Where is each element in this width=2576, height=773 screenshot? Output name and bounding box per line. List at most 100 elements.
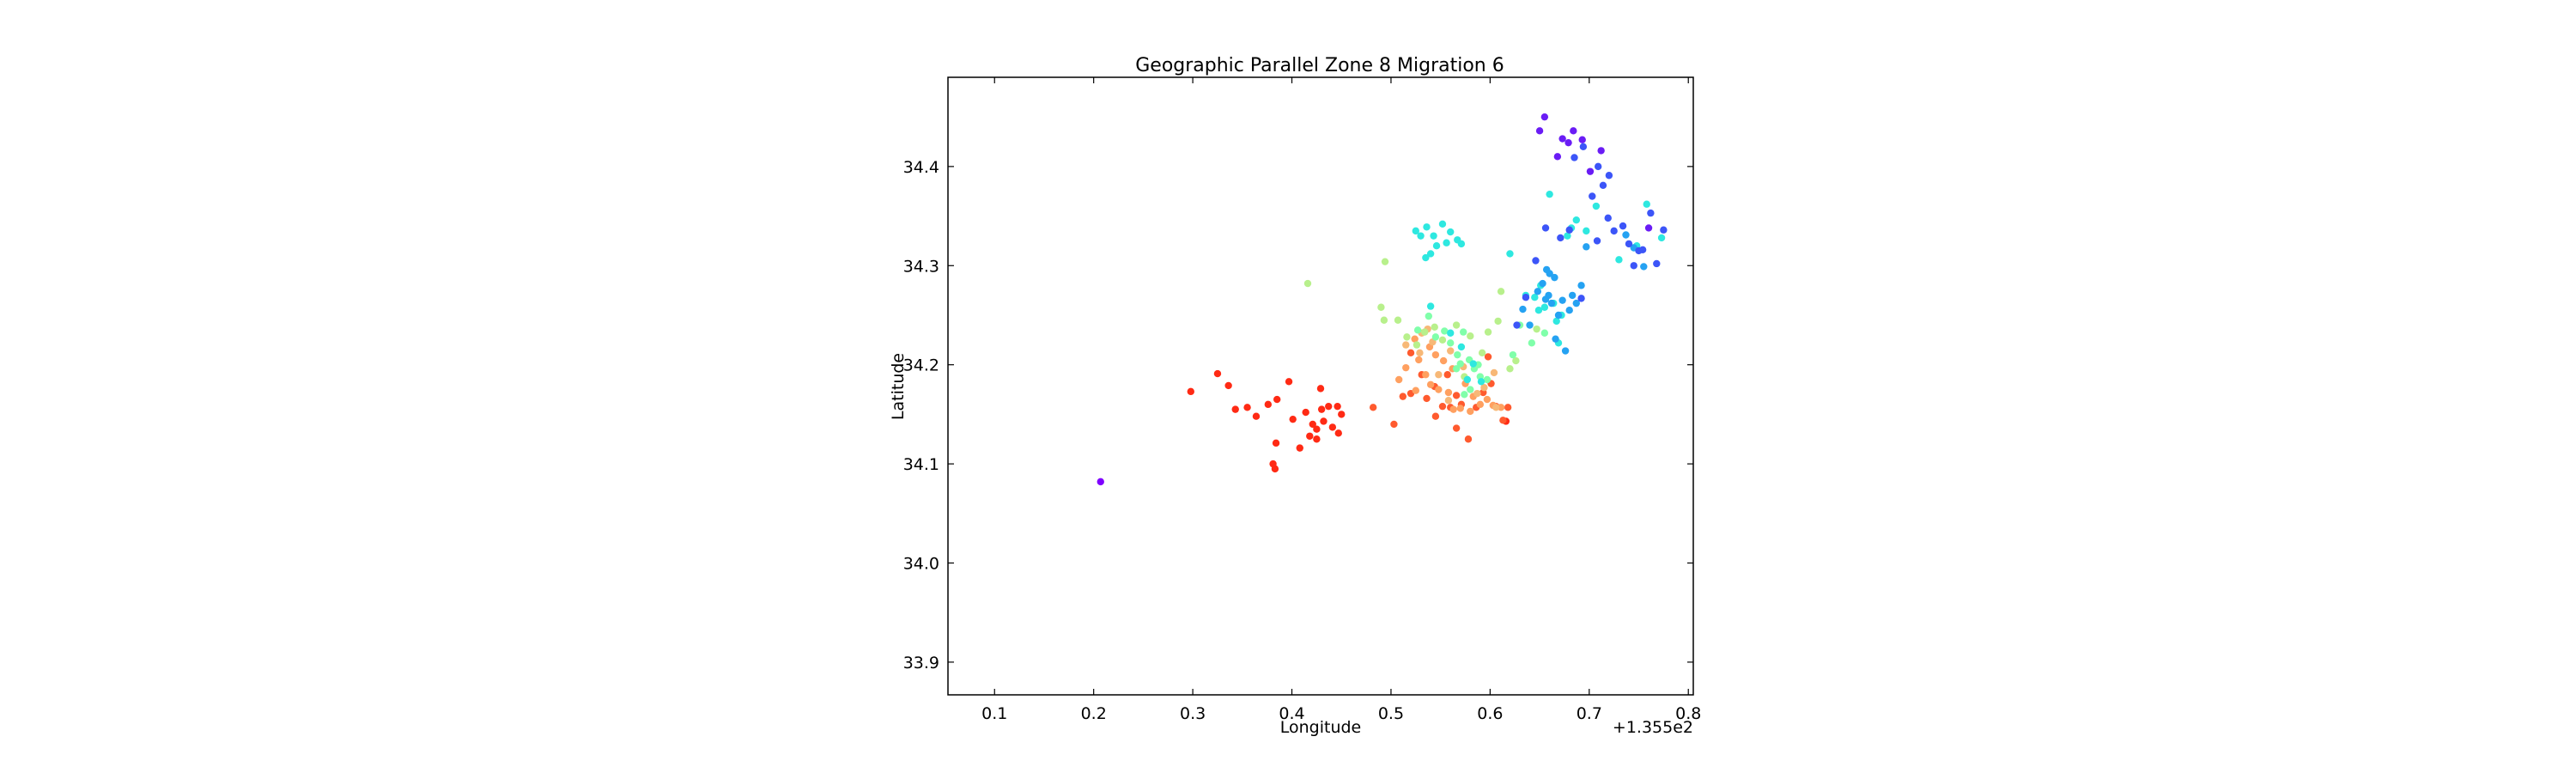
scatter-point [1552, 335, 1559, 343]
scatter-point [1565, 226, 1573, 234]
scatter-point [1431, 350, 1440, 359]
scatter-point [1539, 279, 1546, 288]
scatter-point [1568, 291, 1577, 300]
scatter-point [1231, 405, 1239, 413]
scatter-point [1594, 162, 1602, 171]
scatter-point [1435, 371, 1443, 379]
scatter-point [1532, 257, 1540, 265]
scatter-point [1302, 408, 1309, 417]
scatter-point [1561, 347, 1570, 355]
scatter-point [1558, 296, 1566, 304]
scatter-point [1425, 312, 1433, 320]
scatter-point [1592, 202, 1601, 210]
scatter-point [1449, 405, 1457, 413]
scatter-point [1535, 127, 1544, 135]
scatter-point [1438, 220, 1447, 228]
scatter-point [1467, 407, 1474, 416]
scatter-point [1456, 360, 1464, 368]
x-tick-label: 0.8 [1675, 704, 1701, 723]
scatter-point [1320, 417, 1327, 425]
scatter-point [1643, 200, 1650, 208]
scatter-point [1460, 328, 1467, 336]
y-tick-label: 33.9 [903, 654, 939, 673]
scatter-point [1477, 378, 1485, 386]
scatter-point [1438, 402, 1447, 411]
scatter-point [1402, 363, 1410, 372]
y-tick-label: 34.4 [903, 158, 939, 177]
scatter-point [1506, 365, 1514, 373]
scatter-point [1519, 305, 1527, 313]
scatter-point [1564, 232, 1571, 240]
scatter-point [1546, 190, 1553, 198]
scatter-point [1303, 279, 1312, 288]
scatter-point [1571, 154, 1578, 161]
scatter-point [1452, 365, 1461, 373]
scatter-point [1483, 395, 1492, 404]
scatter-point [1423, 394, 1431, 403]
scatter-point [1187, 387, 1194, 396]
scatter-point [1313, 425, 1321, 433]
scatter-point [1509, 350, 1517, 359]
scatter-point [1463, 375, 1472, 384]
scatter-point [1572, 299, 1580, 307]
scatter-point [1540, 329, 1549, 337]
scatter-point [1309, 420, 1316, 429]
scatter-point [1377, 303, 1385, 311]
scatter-point [1452, 321, 1461, 329]
axis-ticks: 0.1 0.2 0.3 0.4 0.5 0.6 0.7 0.8 33.9 34.0 34.1 34.2… [903, 77, 1701, 723]
scatter-point [1577, 282, 1585, 289]
y-tick-label: 34.0 [903, 555, 939, 574]
scatter-point [1546, 270, 1553, 277]
scatter-point [1338, 411, 1346, 418]
scatter-point [1264, 400, 1273, 409]
scatter-point [1473, 389, 1481, 398]
scatter-point [1411, 335, 1419, 343]
scatter-point [1412, 386, 1420, 394]
scatter-point [1478, 349, 1486, 357]
scatter-point [1484, 353, 1492, 361]
scatter-point [1443, 239, 1450, 247]
scatter-point [1483, 375, 1492, 384]
scatter-point [1412, 227, 1420, 235]
x-tick-label: 0.1 [981, 704, 1007, 723]
scatter-point [1422, 253, 1430, 262]
scatter-point [1243, 404, 1251, 411]
scatter-point [1619, 222, 1627, 230]
scatter-point [1540, 113, 1549, 121]
scatter-point [1589, 192, 1596, 200]
scatter-point [1653, 259, 1661, 268]
scatter-point [1394, 375, 1403, 384]
scatter-point [1426, 380, 1435, 388]
scatter-point [1531, 294, 1539, 301]
scatter-point [1625, 240, 1633, 248]
scatter-point [1289, 415, 1297, 423]
scatter-point [1447, 339, 1455, 347]
scatter-point [1431, 333, 1440, 341]
scatter-point [1622, 231, 1630, 239]
x-tick-label: 0.5 [1378, 704, 1404, 723]
scatter-point [1441, 327, 1449, 335]
scatter-point [1534, 307, 1543, 314]
scatter-point [1630, 262, 1637, 270]
data-points [1097, 113, 1668, 486]
scatter-point [1565, 307, 1573, 314]
scatter-point [1570, 127, 1577, 135]
x-axis-offset-label: +1.355e2 [1613, 718, 1693, 737]
scatter-point [1285, 378, 1293, 386]
scatter-point [1426, 250, 1435, 258]
scatter-point [1328, 423, 1337, 431]
scatter-point [1506, 250, 1514, 258]
scatter-point [1402, 341, 1410, 349]
scatter-point [1504, 404, 1512, 411]
y-axis-label: Latitude [889, 353, 908, 420]
scatter-point [1557, 234, 1564, 242]
scatter-point [1644, 224, 1653, 232]
scatter-point [1369, 404, 1377, 411]
scatter-point [1431, 323, 1438, 332]
scatter-point [1252, 412, 1261, 420]
scatter-point [1432, 241, 1441, 250]
scatter-point [1224, 381, 1232, 390]
scatter-point [1394, 316, 1402, 324]
x-tick-label: 0.4 [1279, 704, 1304, 723]
